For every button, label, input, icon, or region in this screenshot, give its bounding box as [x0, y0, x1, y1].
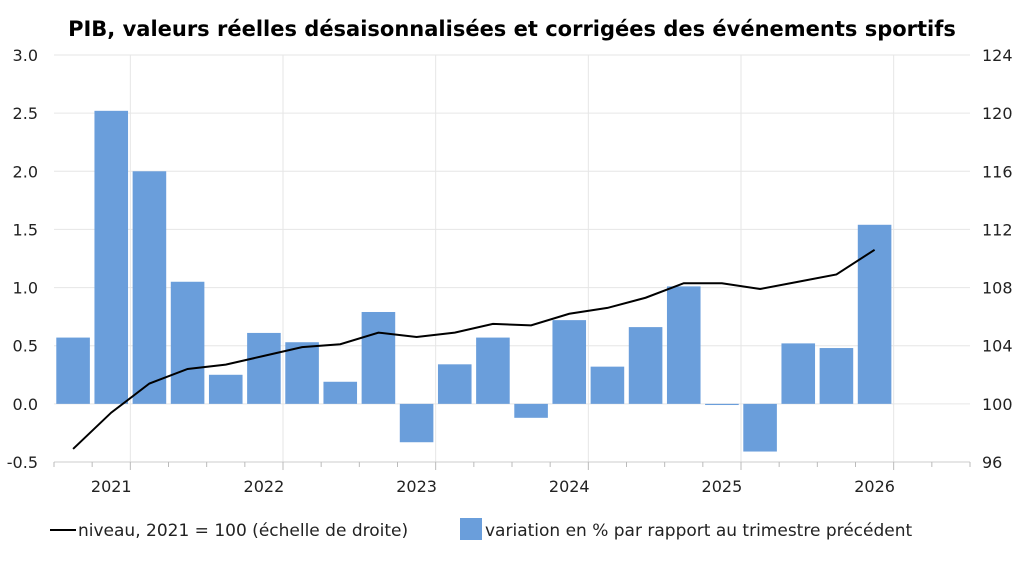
- y-left-tick-label: 1.5: [13, 220, 38, 239]
- y-right-tick-label: 108: [982, 279, 1013, 298]
- bar: [56, 337, 90, 404]
- bar: [247, 332, 281, 404]
- bar: [552, 320, 587, 404]
- x-tick-label: 2023: [396, 477, 437, 496]
- x-tick-label: 2026: [854, 477, 895, 496]
- y-left-tick-label: 2.5: [13, 104, 38, 123]
- legend-bar-swatch: [460, 518, 482, 540]
- bar: [94, 110, 129, 404]
- y-right-tick-label: 120: [982, 104, 1013, 123]
- bar: [170, 281, 205, 404]
- level-line: [72, 248, 876, 450]
- x-tick-label: 2021: [91, 477, 132, 496]
- bar: [361, 311, 396, 404]
- y-right-tick-label: 104: [982, 337, 1013, 356]
- legend-line-label: niveau, 2021 = 100 (échelle de droite): [78, 521, 408, 541]
- bar: [399, 403, 434, 443]
- bar: [781, 343, 816, 404]
- y-left-tick-label: 1.0: [13, 279, 38, 298]
- y-right-tick-label: 112: [982, 220, 1013, 239]
- axes: -0.5 96 0.0 100 0.5 104 1.0 108 1.5 112 2.0 116 2.5 1…: [7, 46, 1013, 496]
- bar: [590, 366, 625, 404]
- bar: [628, 327, 663, 404]
- line-series: [72, 248, 876, 450]
- y-right-tick-label: 96: [982, 453, 1002, 472]
- bar: [476, 337, 510, 404]
- legend-bar-label: variation en % par rapport au trimestre …: [485, 521, 913, 541]
- bar: [705, 403, 739, 406]
- bar: [323, 381, 358, 404]
- bar: [208, 374, 243, 404]
- y-left-tick-label: 0.0: [13, 395, 38, 414]
- x-tick-label: 2024: [549, 477, 590, 496]
- y-left-tick-label: 2.0: [13, 162, 38, 181]
- bar: [819, 348, 854, 404]
- y-right-tick-label: 124: [982, 46, 1013, 65]
- y-left-tick-label: -0.5: [7, 453, 38, 472]
- y-right-tick-label: 100: [982, 395, 1013, 414]
- chart-title: PIB, valeurs réelles désaisonnalisées et…: [68, 17, 956, 41]
- bar: [285, 342, 319, 404]
- bar: [437, 364, 472, 404]
- x-tick-label: 2022: [244, 477, 285, 496]
- y-left-tick-label: 3.0: [13, 46, 38, 65]
- y-left-tick-label: 0.5: [13, 337, 38, 356]
- y-right-tick-label: 116: [982, 162, 1013, 181]
- x-tick-label: 2025: [702, 477, 743, 496]
- bar: [857, 224, 892, 404]
- bar: [132, 171, 167, 404]
- bar-series: [56, 110, 892, 452]
- bar: [743, 403, 777, 452]
- bar: [514, 403, 548, 418]
- legend: niveau, 2021 = 100 (échelle de droite) v…: [50, 518, 913, 541]
- grid: [54, 54, 970, 463]
- bar: [666, 286, 701, 404]
